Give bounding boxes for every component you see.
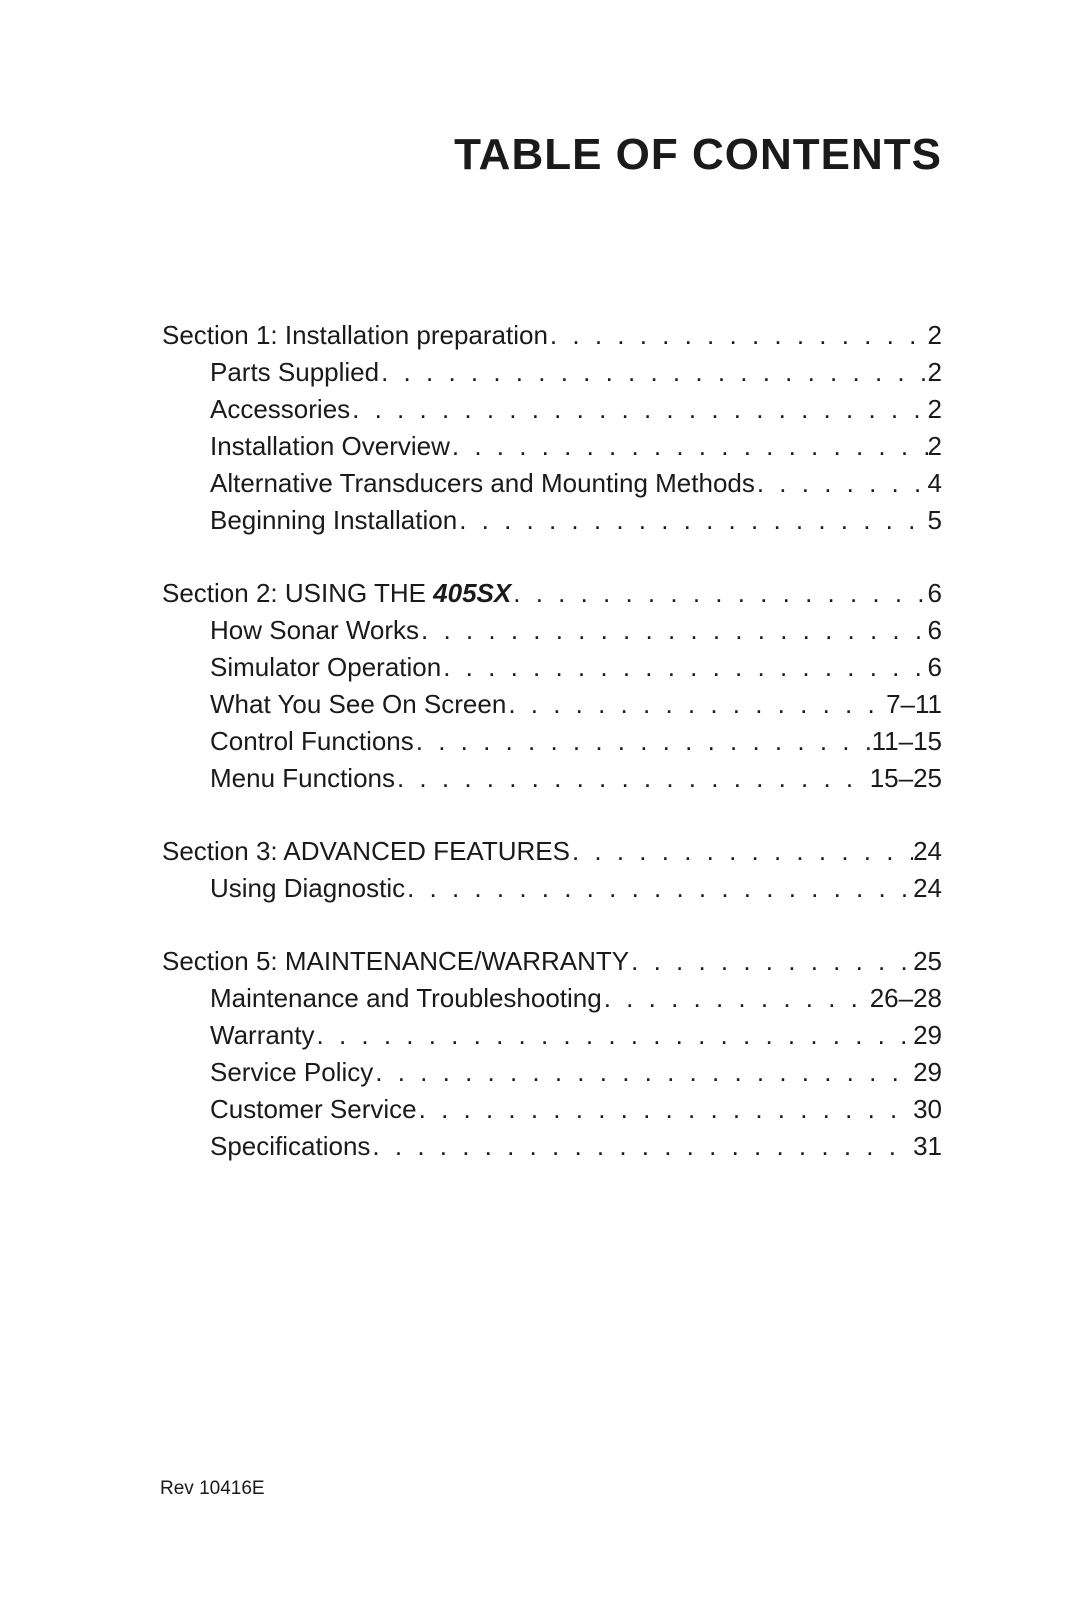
toc-entry: Service Policy 29 (162, 1057, 942, 1088)
toc-entry: Customer Service 30 (162, 1094, 942, 1125)
leader-dots (441, 652, 927, 683)
leader-dots (457, 505, 927, 536)
entry-label: Accessories (210, 394, 350, 425)
heading-label: Section 1: Installation preparation (162, 320, 548, 351)
entry-label: What You See On Screen (210, 689, 506, 720)
leader-dots (755, 468, 928, 499)
entry-label: Control Functions (210, 726, 414, 757)
entry-label: Installation Overview (210, 431, 450, 462)
section-block: Section 1: Installation preparation 2 Pa… (162, 320, 942, 536)
leader-dots (602, 983, 870, 1014)
entry-page: 7–11 (886, 689, 942, 720)
toc-entry: Beginning Installation 5 (162, 505, 942, 536)
toc-entry: How Sonar Works 6 (162, 615, 942, 646)
heading-label: Section 5: MAINTENANCE/WARRANTY (162, 946, 629, 977)
entry-page: 2 (928, 394, 942, 425)
toc-entry: Parts Supplied 2 (162, 357, 942, 388)
entry-page: 26–28 (870, 983, 942, 1014)
entry-page: 11–15 (872, 726, 942, 757)
leader-dots (629, 946, 913, 977)
entry-label: Customer Service (210, 1094, 417, 1125)
section-block: Section 3: ADVANCED FEATURES 24 Using Di… (162, 836, 942, 904)
toc-container: Section 1: Installation preparation 2 Pa… (120, 320, 960, 1162)
heading-page: 6 (928, 578, 942, 609)
leader-dots (570, 836, 913, 867)
toc-entry: What You See On Screen 7–11 (162, 689, 942, 720)
leader-dots (414, 726, 872, 757)
entry-label: How Sonar Works (210, 615, 419, 646)
section-heading: Section 3: ADVANCED FEATURES 24 (162, 836, 942, 867)
entry-page: 15–25 (870, 763, 942, 794)
entry-label: Using Diagnostic (210, 873, 405, 904)
heading-label: Section 2: USING THE 405SX (162, 578, 511, 609)
section-block: Section 2: USING THE 405SX 6 How Sonar W… (162, 578, 942, 794)
entry-page: 31 (913, 1131, 942, 1162)
entry-label: Maintenance and Troubleshooting (210, 983, 602, 1014)
leader-dots (373, 1057, 913, 1088)
revision-footer: Rev 10416E (160, 1478, 265, 1500)
entry-page: 2 (928, 357, 942, 388)
toc-entry: Accessories 2 (162, 394, 942, 425)
toc-entry: Control Functions 11–15 (162, 726, 942, 757)
leader-dots (548, 320, 928, 351)
toc-entry: Simulator Operation 6 (162, 652, 942, 683)
heading-label: Section 3: ADVANCED FEATURES (162, 836, 570, 867)
heading-page: 2 (928, 320, 942, 351)
entry-label: Alternative Transducers and Mounting Met… (210, 468, 755, 499)
toc-entry: Installation Overview 2 (162, 431, 942, 462)
heading-label-emphasis: 405SX (433, 578, 511, 608)
toc-entry: Maintenance and Troubleshooting 26–28 (162, 983, 942, 1014)
section-heading: Section 5: MAINTENANCE/WARRANTY 25 (162, 946, 942, 977)
toc-entry: Specifications 31 (162, 1131, 942, 1162)
toc-entry: Menu Functions 15–25 (162, 763, 942, 794)
toc-entry: Warranty 29 (162, 1020, 942, 1051)
entry-page: 4 (928, 468, 942, 499)
entry-label: Menu Functions (210, 763, 395, 794)
section-heading: Section 1: Installation preparation 2 (162, 320, 942, 351)
heading-page: 24 (913, 836, 942, 867)
entry-page: 29 (913, 1020, 942, 1051)
entry-page: 24 (913, 873, 942, 904)
section-block: Section 5: MAINTENANCE/WARRANTY 25 Maint… (162, 946, 942, 1162)
entry-page: 30 (913, 1094, 942, 1125)
toc-entry: Using Diagnostic 24 (162, 873, 942, 904)
leader-dots (379, 357, 927, 388)
entry-label: Service Policy (210, 1057, 373, 1088)
entry-label: Parts Supplied (210, 357, 379, 388)
leader-dots (315, 1020, 914, 1051)
leader-dots (450, 431, 928, 462)
entry-page: 5 (928, 505, 942, 536)
toc-entry: Alternative Transducers and Mounting Met… (162, 468, 942, 499)
entry-page: 29 (913, 1057, 942, 1088)
entry-label: Warranty (210, 1020, 315, 1051)
heading-label-prefix: Section 2: USING THE (162, 578, 433, 608)
heading-page: 25 (913, 946, 942, 977)
section-heading: Section 2: USING THE 405SX 6 (162, 578, 942, 609)
leader-dots (350, 394, 927, 425)
entry-label: Beginning Installation (210, 505, 457, 536)
leader-dots (370, 1131, 913, 1162)
entry-label: Simulator Operation (210, 652, 441, 683)
entry-page: 2 (928, 431, 942, 462)
entry-label: Specifications (210, 1131, 370, 1162)
leader-dots (417, 1094, 913, 1125)
leader-dots (419, 615, 928, 646)
entry-page: 6 (928, 615, 942, 646)
leader-dots (506, 689, 886, 720)
leader-dots (405, 873, 913, 904)
leader-dots (395, 763, 870, 794)
page-title: TABLE OF CONTENTS (120, 130, 960, 180)
entry-page: 6 (928, 652, 942, 683)
leader-dots (511, 578, 927, 609)
